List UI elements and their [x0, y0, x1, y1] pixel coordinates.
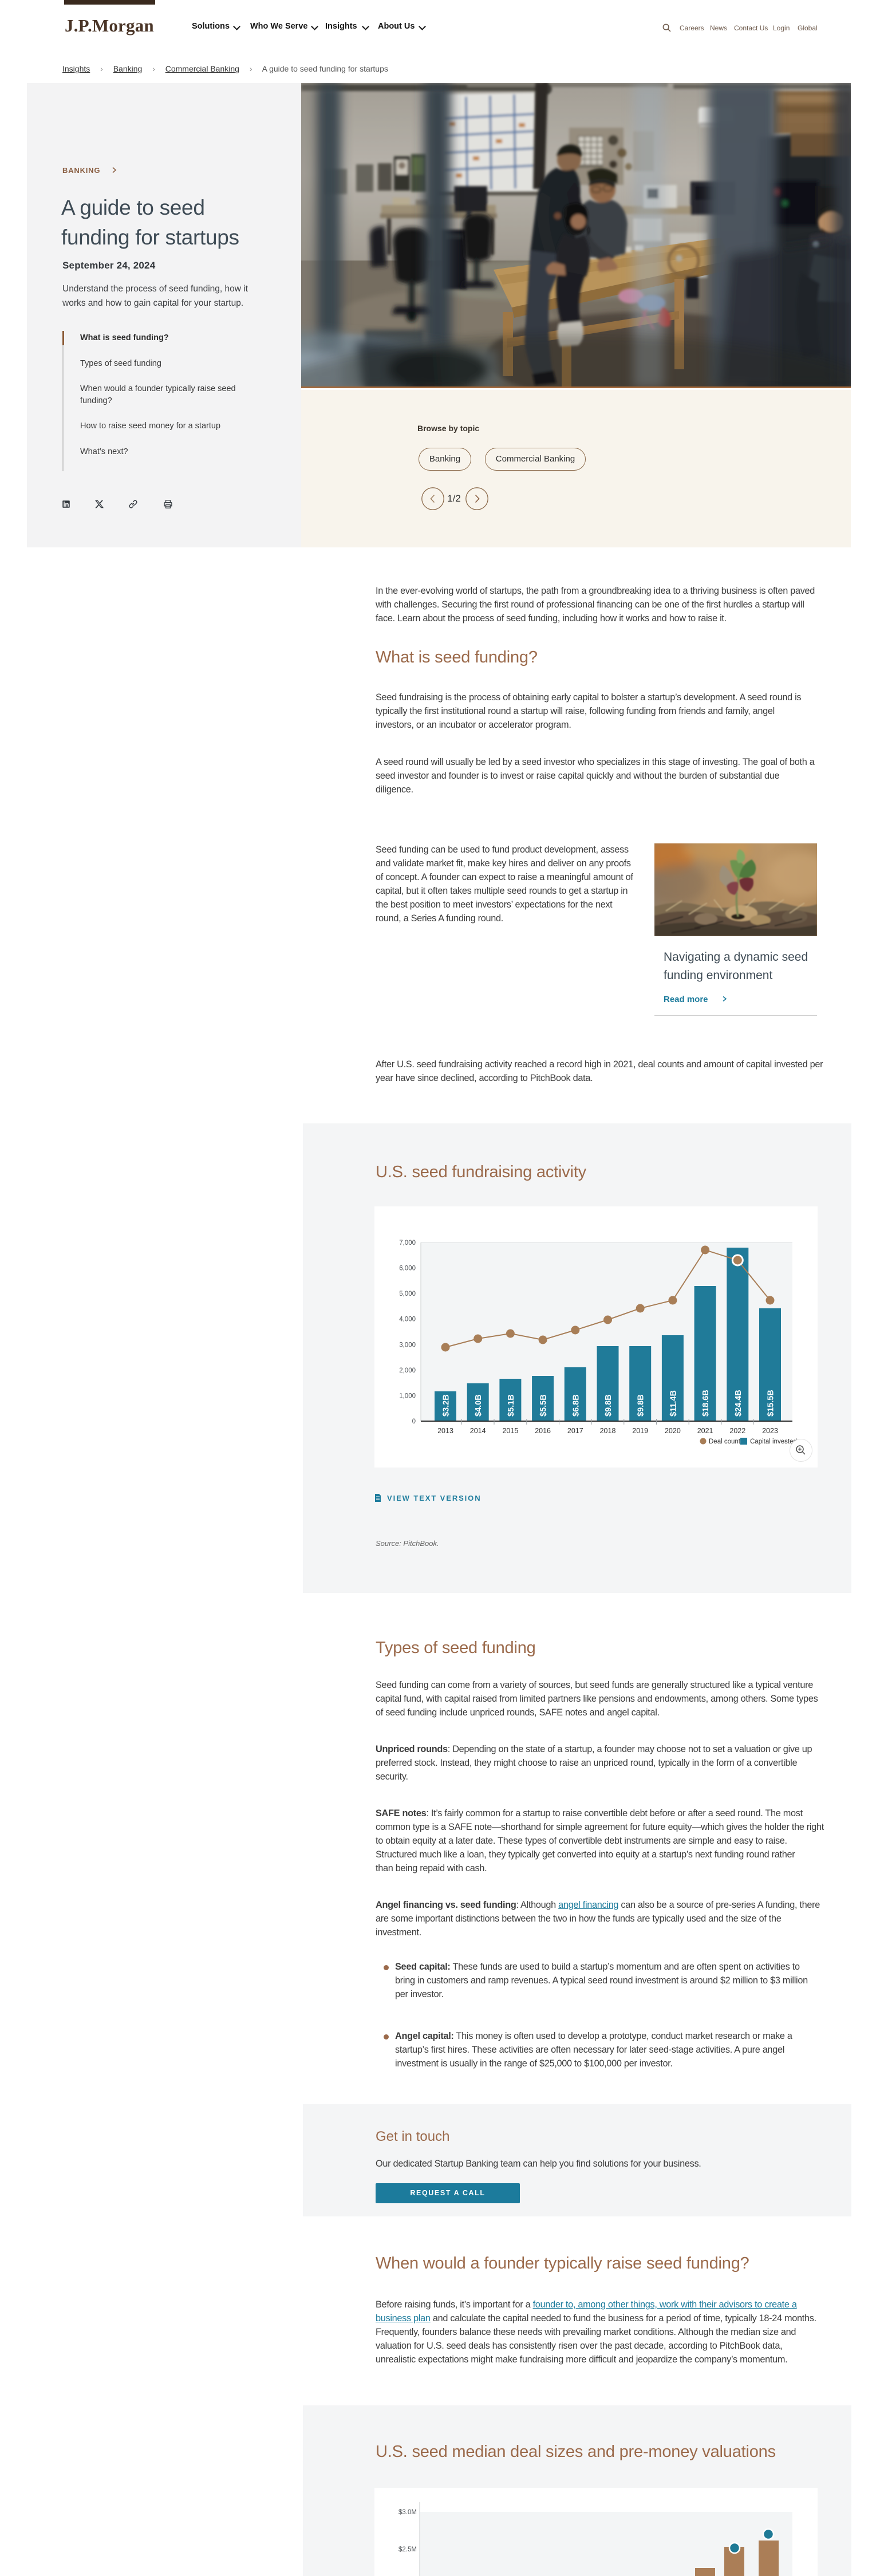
svg-text:$2.5M: $2.5M: [398, 2546, 417, 2553]
svg-text:2015: 2015: [502, 1427, 518, 1435]
svg-text:2014: 2014: [470, 1427, 486, 1435]
svg-text:2017: 2017: [567, 1427, 583, 1435]
svg-text:2016: 2016: [535, 1427, 551, 1435]
svg-text:0: 0: [412, 1418, 416, 1425]
svg-text:$4.0B: $4.0B: [474, 1394, 483, 1417]
svg-text:5,000: 5,000: [399, 1291, 416, 1297]
svg-text:1,000: 1,000: [399, 1392, 416, 1399]
svg-text:$5.5B: $5.5B: [539, 1394, 548, 1417]
svg-text:2021: 2021: [697, 1427, 713, 1435]
svg-text:$15.5B: $15.5B: [767, 1390, 776, 1417]
svg-text:2,000: 2,000: [399, 1367, 416, 1374]
svg-text:$9.8B: $9.8B: [604, 1394, 613, 1417]
svg-text:2013: 2013: [437, 1427, 453, 1435]
svg-text:$3.2B: $3.2B: [442, 1394, 451, 1417]
svg-text:3,000: 3,000: [399, 1342, 416, 1348]
svg-text:2018: 2018: [600, 1427, 616, 1435]
svg-text:$11.4B: $11.4B: [669, 1390, 678, 1417]
svg-text:$5.1B: $5.1B: [507, 1394, 516, 1417]
svg-text:Deal count: Deal count: [709, 1438, 741, 1445]
svg-text:Capital invested: Capital invested: [750, 1438, 797, 1445]
svg-text:$9.8B: $9.8B: [637, 1394, 646, 1417]
svg-text:2022: 2022: [729, 1427, 745, 1435]
svg-text:2020: 2020: [665, 1427, 681, 1435]
svg-text:6,000: 6,000: [399, 1265, 416, 1272]
svg-text:$24.4B: $24.4B: [734, 1390, 743, 1417]
svg-text:2023: 2023: [762, 1427, 778, 1435]
svg-text:$6.8B: $6.8B: [571, 1394, 581, 1417]
svg-text:$18.6B: $18.6B: [701, 1390, 711, 1417]
svg-text:$3.0M: $3.0M: [398, 2509, 417, 2516]
svg-text:4,000: 4,000: [399, 1316, 416, 1323]
svg-text:2019: 2019: [632, 1427, 648, 1435]
svg-text:7,000: 7,000: [399, 1240, 416, 1246]
